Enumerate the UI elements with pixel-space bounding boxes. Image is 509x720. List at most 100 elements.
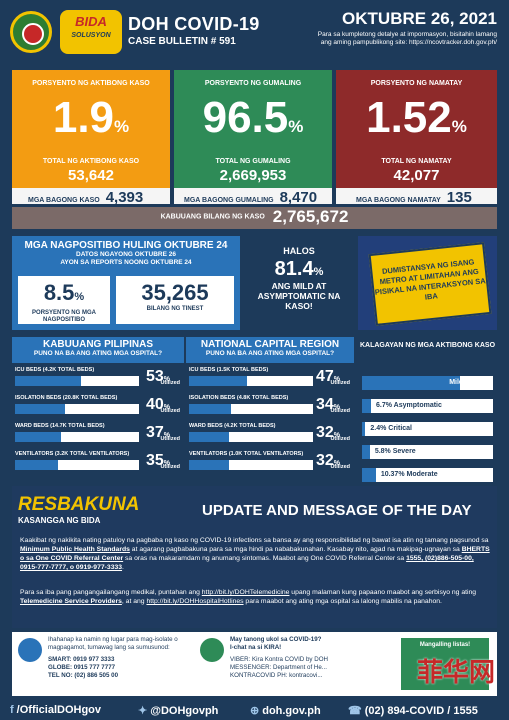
status-bar-fill (362, 376, 460, 390)
hospital-panel-ph: KABUUANG PILIPINAS PUNO NA BA ANG ATING … (12, 337, 184, 481)
update-section: RESBAKUNA KASANGGA NG BIDA UPDATE AND ME… (12, 486, 497, 628)
halos-text: ANG MILD AT ASYMPTOMATIC NA KASO! (257, 281, 341, 311)
bed-utilization-fill (189, 432, 229, 442)
deaths-sublabel: TOTAL NG NAMATAY (381, 158, 452, 165)
new-cases-row: MGA BAGONG KASO 4,393 (12, 188, 170, 206)
p2-text-e: , at ang (121, 598, 147, 605)
update-paragraph-2: Para sa iba pang pangangailangang medika… (20, 588, 490, 606)
bherts-link[interactable]: BHERTS o sa One COVID Referral Center (20, 546, 490, 562)
facebook-link[interactable]: f/OfficialDOHgov (10, 704, 101, 716)
bed-pct-sign: % (333, 460, 340, 467)
bed-utilized-label: Utilized (160, 380, 180, 386)
recovered-value: 96.5 (202, 93, 289, 142)
bed-pct-sign: % (333, 432, 340, 439)
bed-pct-sign: % (333, 376, 340, 383)
bed-utilized-label: Utilized (160, 464, 180, 470)
status-bar-fill (362, 399, 371, 413)
bulletin-date: OKTUBRE 26, 2021 (342, 9, 497, 28)
bed-label: ICU BEDS (1.5K TOTAL BEDS) (189, 367, 269, 373)
smart-number: SMART: 0919 977 3333 (48, 656, 114, 664)
bed-row: WARD BEDS (4.2K TOTAL BEDS) 32% Utilized (186, 421, 354, 447)
mphs-link[interactable]: Minimum Public Health Standards (20, 546, 130, 553)
bed-utilization-fill (15, 460, 59, 470)
total-cases-bar: KABUUANG BILANG NG KASO 2,765,672 (12, 207, 497, 229)
status-bar-list: Mild 74.8% 6.7% Asymptomatic 2.4% Critical… (358, 376, 497, 482)
update-paragraph-1: Kaakibat ng nakikita nating patuloy na p… (20, 536, 490, 572)
p1-text-e: sa oras na makaramdam ng anumang sintoma… (123, 555, 407, 562)
hotline-text: (02) 894-COVID / 1555 (364, 705, 478, 717)
ph-title: KABUUANG PILIPINAS (42, 339, 153, 350)
p1-text-a: Kaakibat ng nakikita nating patuloy na p… (20, 537, 489, 544)
update-title: UPDATE AND MESSAGE OF THE DAY (202, 502, 472, 519)
hotline-icon (18, 638, 42, 662)
header-note: Para sa kumpletong detalye at impormasyo… (317, 31, 497, 46)
new-deaths-row: MGA BAGONG NAMATAY 135 (336, 188, 497, 206)
bed-utilization-fill (15, 376, 81, 386)
positivity-sub1: DATOS NGAYONG OKTUBRE 26 (76, 251, 176, 258)
tel-text: TEL NO: (02) 886 505 00 (48, 672, 119, 679)
deaths-value: 1.52 (366, 93, 452, 142)
total-cases-label: KABUUANG BILANG NG KASO (160, 213, 265, 221)
malasakit-box: Mangalling listas! (401, 638, 489, 690)
bed-utilized-label: Utilized (330, 436, 350, 442)
bed-percent: 32% (316, 452, 340, 470)
page-title: DOH COVID-19 (128, 14, 260, 34)
bed-pct-sign: % (163, 376, 170, 383)
facebook-icon: f (10, 704, 14, 716)
bed-pct-sign: % (163, 432, 170, 439)
bed-value: 40 (145, 396, 164, 413)
bed-utilization-track (15, 376, 139, 386)
bed-row: ISOLATION BEDS (20.8K TOTAL BEDS) 40% Util… (12, 393, 184, 419)
positivity-heading: MGA NAGPOSITIBO HULING OKTUBRE 24 (24, 240, 228, 251)
hospital-hotlines-link[interactable]: http://bit.ly/DOHHospitalHotlines (146, 598, 244, 605)
bida-logo: BIDA SOLUSYON (60, 10, 122, 54)
bed-row: WARD BEDS (14.7K TOTAL BEDS) 37% Utilized (12, 421, 184, 447)
ncr-bed-list: ICU BEDS (1.5K TOTAL BEDS) 47% Utilized ISO… (186, 365, 354, 475)
status-bar-label: 2.4% Critical (370, 425, 413, 432)
status-bar-label: 10.37% Moderate (380, 471, 438, 478)
globe-number: GLOBE: 0915 777 7777 (48, 664, 115, 672)
viber-contact: VIBER: Kira Kontra COVID by DOH (230, 656, 328, 663)
positivity-rate: 8.5 (43, 280, 75, 305)
recovered-unit: % (288, 117, 304, 136)
active-sublabel: TOTAL NG AKTIBONG KASO (42, 158, 140, 165)
facebook-text: /OfficialDOHgov (16, 704, 102, 716)
hotline-numbers: 1555, (02)886-505-00, 0915-777-7777, o 0… (20, 555, 474, 571)
halos-value: 81.4 (274, 258, 314, 280)
resbakuna-title: RESBAKUNA (18, 494, 140, 515)
bed-pct-sign: % (333, 404, 340, 411)
status-bar-label: 5.8% Severe (374, 448, 416, 455)
bed-value: 37 (145, 424, 164, 441)
bed-percent: 47% (316, 368, 340, 386)
twitter-icon: ✦ (138, 705, 148, 717)
smart-text: SMART: 0919 977 3333 (48, 656, 115, 663)
recovered-sublabel: TOTAL NG GUMALING (215, 158, 291, 165)
bed-label: ISOLATION BEDS (4.8K TOTAL BEDS) (189, 395, 289, 401)
bed-utilization-track (189, 404, 313, 414)
status-bar: 5.8% Severe (362, 445, 493, 459)
recovered-label: PORSYENTO NG GUMALING (204, 80, 302, 87)
bed-utilization-track (189, 376, 313, 386)
bed-utilized-label: Utilized (160, 436, 180, 442)
deaths-percent: 1.52% (336, 93, 497, 152)
telemedicine-link[interactable]: http://bit.ly/DOHTelemedicine (201, 589, 290, 596)
status-bar: Mild 74.8% (362, 376, 493, 390)
distancing-text: DUMISTANSYA NG ISANG METRO AT LIMITAHAN … (368, 242, 492, 326)
globe-text: GLOBE: 0915 777 7777 (48, 664, 116, 671)
twitter-link[interactable]: ✦ @DOHgovph (138, 704, 218, 717)
p2-text-g: para maabot ang ating mga ospital sa lal… (243, 598, 442, 605)
new-cases-value: 4,393 (105, 189, 144, 206)
halos-unit: % (313, 266, 324, 278)
deaths-card: PORSYENTO NG NAMATAY 1.52% TOTAL NG NAMA… (336, 70, 497, 188)
bed-utilized-label: Utilized (330, 464, 350, 470)
new-recovered-label: MGA BAGONG GUMALING (184, 196, 274, 204)
bed-row: ICU BEDS (1.5K TOTAL BEDS) 47% Utilized (186, 365, 354, 391)
hotline-link[interactable]: ☎ (02) 894-COVID / 1555 (348, 704, 478, 717)
status-bar-label: 6.7% Asymptomatic (376, 402, 442, 409)
bed-utilization-track (189, 432, 313, 442)
deaths-label: PORSYENTO NG NAMATAY (370, 80, 463, 87)
p1-text-g: . (122, 564, 124, 571)
website-link[interactable]: ⊕ doh.gov.ph (250, 704, 321, 717)
status-bar-fill (362, 468, 376, 482)
tested-label: BILANG NG TINEST (146, 306, 204, 312)
